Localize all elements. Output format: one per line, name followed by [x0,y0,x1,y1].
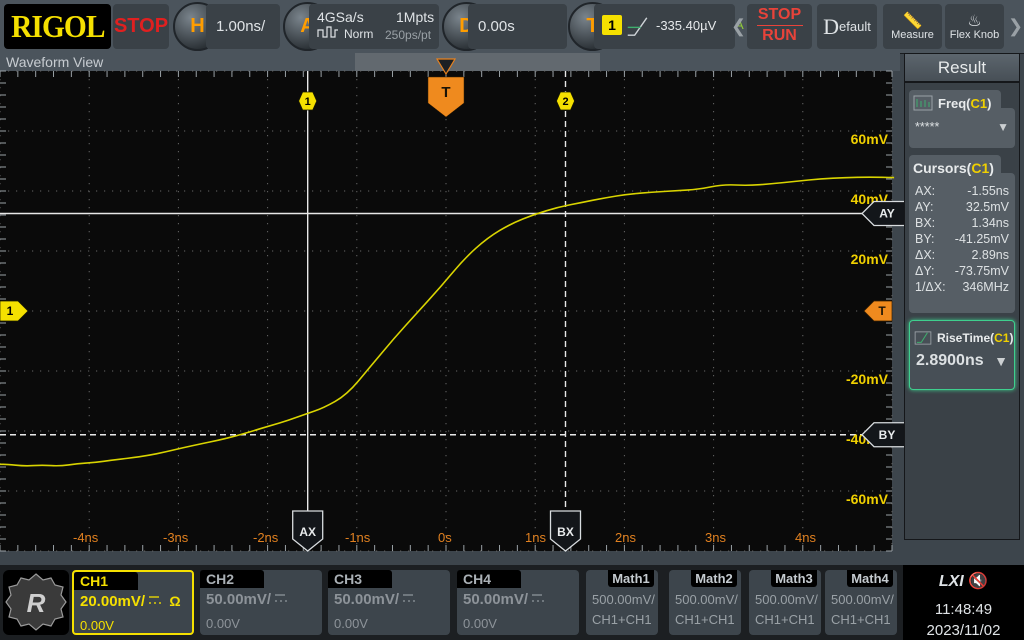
svg-text:BY: BY [879,428,896,442]
svg-text:R: R [27,588,46,618]
svg-text:2: 2 [562,96,568,108]
svg-text:1: 1 [7,304,14,318]
svg-text:BX: BX [557,525,574,539]
svg-text:AX: AX [299,525,316,539]
svg-text:T: T [441,84,450,101]
svg-text:T: T [878,304,886,318]
svg-text:1: 1 [305,96,311,108]
svg-text:AY: AY [879,207,895,221]
